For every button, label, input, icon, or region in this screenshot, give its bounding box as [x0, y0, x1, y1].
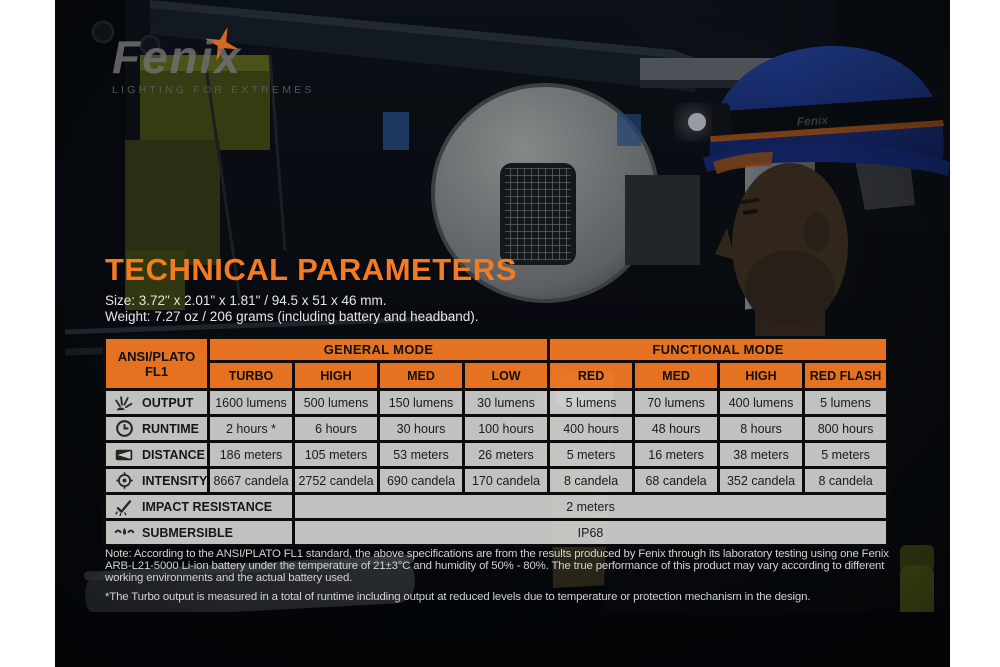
cell: 500 lumens — [292, 388, 380, 417]
table-row-runtime: RUNTIME 2 hours * 6 hours 30 hours 100 h… — [103, 414, 890, 443]
mode-col-func-high: HIGH — [717, 360, 806, 391]
cell: IP68 — [291, 518, 890, 547]
size-spec: Size: 3.72" x 2.01" x 1.81" / 94.5 x 51 … — [105, 293, 387, 308]
fenix-logo-text: Fenix — [112, 31, 243, 83]
cell: 30 lumens — [461, 388, 551, 417]
spec-lines: Size: 3.72" x 2.01" x 1.81" / 94.5 x 51 … — [105, 293, 479, 324]
row-label: OUTPUT — [142, 395, 194, 410]
cell: 1600 lumens — [207, 388, 295, 417]
page-title: TECHNICAL PARAMETERS — [105, 252, 517, 287]
cell: 48 hours — [632, 414, 721, 443]
cell: 8 hours — [717, 414, 806, 443]
cell: 2 hours * — [207, 414, 295, 443]
cell: 8 candela — [547, 466, 636, 495]
cell: 53 meters — [377, 440, 465, 469]
cell: 5 lumens — [547, 388, 636, 417]
cell: 68 candela — [632, 466, 721, 495]
cell: 6 hours — [292, 414, 380, 443]
cell: 2752 candela — [292, 466, 380, 495]
mode-col-high: HIGH — [292, 360, 380, 391]
fenix-tagline: LIGHTING FOR EXTREMES — [112, 84, 315, 96]
mode-col-func-med: MED — [632, 360, 721, 391]
row-label: RUNTIME — [142, 421, 199, 436]
ansi-plato-header: ANSI/PLATO FL1 — [103, 336, 210, 391]
spec-table: ANSI/PLATO FL1 GENERAL MODE FUNCTIONAL M… — [103, 336, 890, 547]
general-mode-header: GENERAL MODE — [206, 336, 551, 363]
cell: 5 meters — [802, 440, 890, 469]
cell: 38 meters — [717, 440, 806, 469]
cell: 5 meters — [547, 440, 636, 469]
impact-check-icon — [113, 497, 135, 516]
row-label: SUBMERSIBLE — [142, 525, 233, 540]
cell: 16 meters — [632, 440, 721, 469]
runtime-clock-icon — [113, 419, 135, 438]
mode-col-red-flash: RED FLASH — [802, 360, 890, 391]
row-label: DISTANCE — [142, 447, 205, 462]
row-label: INTENSITY — [142, 473, 208, 488]
functional-mode-header: FUNCTIONAL MODE — [547, 336, 890, 363]
cell: 8667 candela — [207, 466, 295, 495]
cell: 800 hours — [802, 414, 890, 443]
submersible-water-icon — [113, 525, 135, 541]
weight-spec: Weight: 7.27 oz / 206 grams (including b… — [105, 308, 479, 324]
mode-col-low: LOW — [461, 360, 551, 391]
cell: 400 hours — [547, 414, 636, 443]
distance-beam-icon — [113, 447, 135, 463]
cell: 8 candela — [802, 466, 890, 495]
cell: 170 candela — [461, 466, 551, 495]
cell: 2 meters — [291, 492, 890, 521]
cell: 100 hours — [461, 414, 551, 443]
table-row-intensity: INTENSITY 8667 candela 2752 candela 690 … — [103, 466, 890, 495]
cell: 186 meters — [207, 440, 295, 469]
cell: 690 candela — [377, 466, 465, 495]
note-text: Note: According to the ANSI/PLATO FL1 st… — [105, 548, 889, 584]
cell: 352 candela — [717, 466, 806, 495]
cell: 5 lumens — [802, 388, 890, 417]
output-rays-icon — [113, 394, 135, 412]
cell: 150 lumens — [377, 388, 465, 417]
table-row-impact-resistance: IMPACT RESISTANCE 2 meters — [103, 492, 890, 521]
mode-col-med: MED — [377, 360, 465, 391]
star-icon — [204, 26, 240, 62]
turbo-note: *The Turbo output is measured in a total… — [105, 591, 811, 603]
mode-col-turbo: TURBO — [207, 360, 295, 391]
table-row-output: OUTPUT 1600 lumens 500 lumens 150 lumens… — [103, 388, 890, 417]
mode-col-red: RED — [547, 360, 636, 391]
cell: 26 meters — [461, 440, 551, 469]
cell: 400 lumens — [717, 388, 806, 417]
table-row-distance: DISTANCE 186 meters 105 meters 53 meters… — [103, 440, 890, 469]
table-row-submersible: SUBMERSIBLE IP68 — [103, 518, 890, 547]
fenix-logo: Fenix LIGHTING FOR EXTREMES — [112, 26, 315, 96]
cell: 30 hours — [377, 414, 465, 443]
intensity-target-icon — [113, 471, 135, 490]
cell: 105 meters — [292, 440, 380, 469]
row-label: IMPACT RESISTANCE — [142, 499, 273, 514]
cell: 70 lumens — [632, 388, 721, 417]
